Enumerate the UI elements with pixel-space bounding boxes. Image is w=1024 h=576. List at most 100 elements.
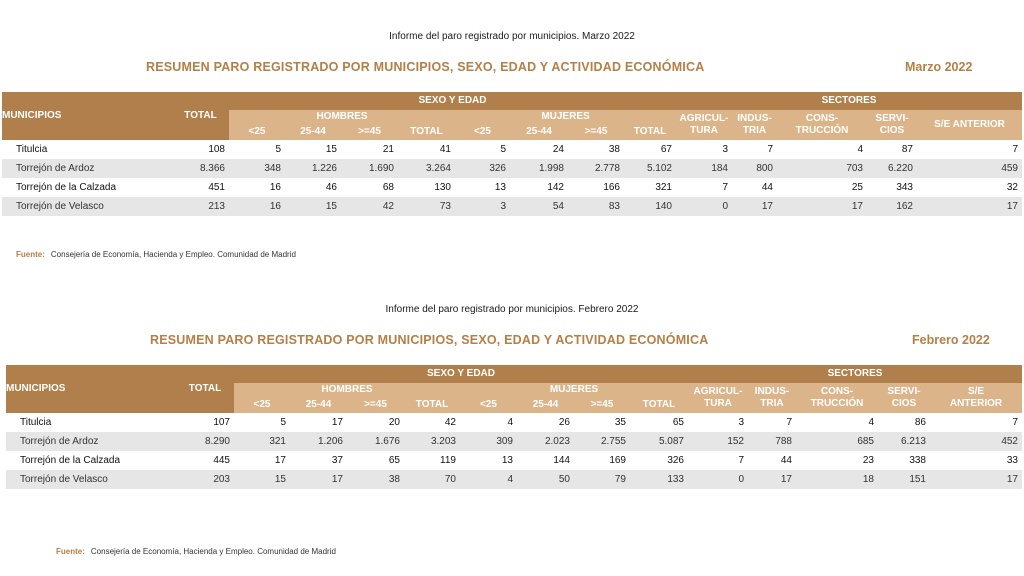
col-total: TOTAL [172, 92, 229, 140]
cell: 13 [455, 178, 510, 197]
cell: 17 [748, 470, 796, 489]
col-h-25-44: 25-44 [290, 397, 347, 413]
cell: 42 [404, 413, 460, 432]
source-label: Fuente: [16, 250, 45, 259]
cell: 343 [867, 178, 917, 197]
col-se-anterior: S/E ANTERIOR [930, 383, 1022, 413]
cell: 38 [347, 470, 404, 489]
cell: 73 [398, 197, 455, 216]
col-h-lt25: <25 [229, 124, 285, 140]
cell: 459 [917, 159, 1022, 178]
cell-total: 108 [172, 140, 229, 159]
cell: 151 [878, 470, 930, 489]
cell: 17 [777, 197, 867, 216]
cell: 21 [341, 140, 398, 159]
cell: 3 [688, 413, 748, 432]
cell: 3.203 [404, 432, 460, 451]
cell: 79 [574, 470, 630, 489]
cell: 65 [347, 451, 404, 470]
col-servicios: SERVI- CIOS [878, 383, 930, 413]
report-date: Marzo 2022 [905, 60, 973, 74]
col-m-lt25: <25 [455, 124, 510, 140]
cell: 162 [867, 197, 917, 216]
cell: 7 [688, 451, 748, 470]
cell-total: 8.366 [172, 159, 229, 178]
cell: 17 [234, 451, 290, 470]
cell: 452 [930, 432, 1022, 451]
table-row: Titulcia 108 5 15 21 41 5 24 38 67 3 7 4… [2, 140, 1022, 159]
title-row: RESUMEN PARO REGISTRADO POR MUNICIPIOS, … [0, 60, 1024, 78]
cell: 2.755 [574, 432, 630, 451]
cell: 703 [777, 159, 867, 178]
cell: 1.998 [510, 159, 568, 178]
cell-municipio: Torrejón de Ardoz [2, 159, 172, 178]
cell: 0 [688, 470, 748, 489]
cell: 44 [748, 451, 796, 470]
table-row: Torrejón de Velasco 213 16 15 42 73 3 54… [2, 197, 1022, 216]
col-h-lt25: <25 [234, 397, 290, 413]
cell: 54 [510, 197, 568, 216]
cell: 309 [460, 432, 517, 451]
cell: 17 [917, 197, 1022, 216]
cell: 144 [517, 451, 574, 470]
col-h-25-44: 25-44 [285, 124, 341, 140]
cell: 348 [229, 159, 285, 178]
source-label: Fuente: [56, 547, 85, 556]
report-febrero: Informe del paro registrado por municipi… [0, 303, 1024, 573]
cell: 3.264 [398, 159, 455, 178]
cell: 33 [930, 451, 1022, 470]
cell: 3 [455, 197, 510, 216]
cell: 24 [510, 140, 568, 159]
col-se-anterior: S/E ANTERIOR [917, 110, 1022, 140]
header-sexo-edad: SEXO Y EDAD [234, 365, 688, 383]
cell: 5.102 [624, 159, 676, 178]
cell: 17 [930, 470, 1022, 489]
report-caption: Informe del paro registrado por municipi… [385, 304, 639, 315]
col-m-total: TOTAL [624, 124, 676, 140]
cell: 4 [777, 140, 867, 159]
col-h-total: TOTAL [398, 124, 455, 140]
cell: 5.087 [630, 432, 688, 451]
cell: 130 [398, 178, 455, 197]
col-total: TOTAL [176, 365, 234, 413]
cell: 7 [676, 178, 732, 197]
cell: 25 [777, 178, 867, 197]
report-marzo: Informe del paro registrado por municipi… [0, 30, 1024, 270]
table-row: Torrejón de Ardoz 8.290 321 1.206 1.676 … [6, 432, 1022, 451]
cell: 5 [234, 413, 290, 432]
cell: 16 [229, 197, 285, 216]
header-mujeres: MUJERES [455, 110, 676, 124]
cell: 169 [574, 451, 630, 470]
col-m-ge45: >=45 [574, 397, 630, 413]
header-mujeres: MUJERES [460, 383, 688, 397]
cell: 166 [568, 178, 624, 197]
cell-total: 8.290 [176, 432, 234, 451]
cell: 1.690 [341, 159, 398, 178]
cell: 17 [732, 197, 777, 216]
cell: 37 [290, 451, 347, 470]
cell: 338 [878, 451, 930, 470]
col-construccion: CONS- TRUCCIÓN [796, 383, 878, 413]
cell: 15 [234, 470, 290, 489]
table-row: Torrejón de Velasco 203 15 17 38 70 4 50… [6, 470, 1022, 489]
cell: 321 [624, 178, 676, 197]
cell: 23 [796, 451, 878, 470]
cell-municipio: Torrejón de Velasco [2, 197, 172, 216]
cell: 685 [796, 432, 878, 451]
cell: 32 [917, 178, 1022, 197]
cell: 41 [398, 140, 455, 159]
cell: 15 [285, 140, 341, 159]
cell: 1.206 [290, 432, 347, 451]
data-table: MUNICIPIOS TOTAL SEXO Y EDAD SECTORES HO… [6, 365, 1022, 489]
cell: 1.676 [347, 432, 404, 451]
cell: 67 [624, 140, 676, 159]
col-industria: INDUS- TRIA [748, 383, 796, 413]
header-sectores: SECTORES [688, 365, 1022, 383]
cell: 86 [878, 413, 930, 432]
cell: 42 [341, 197, 398, 216]
report-date: Febrero 2022 [912, 333, 990, 347]
cell: 35 [574, 413, 630, 432]
cell: 1.226 [285, 159, 341, 178]
cell: 152 [688, 432, 748, 451]
cell-municipio: Torrejón de Velasco [6, 470, 176, 489]
